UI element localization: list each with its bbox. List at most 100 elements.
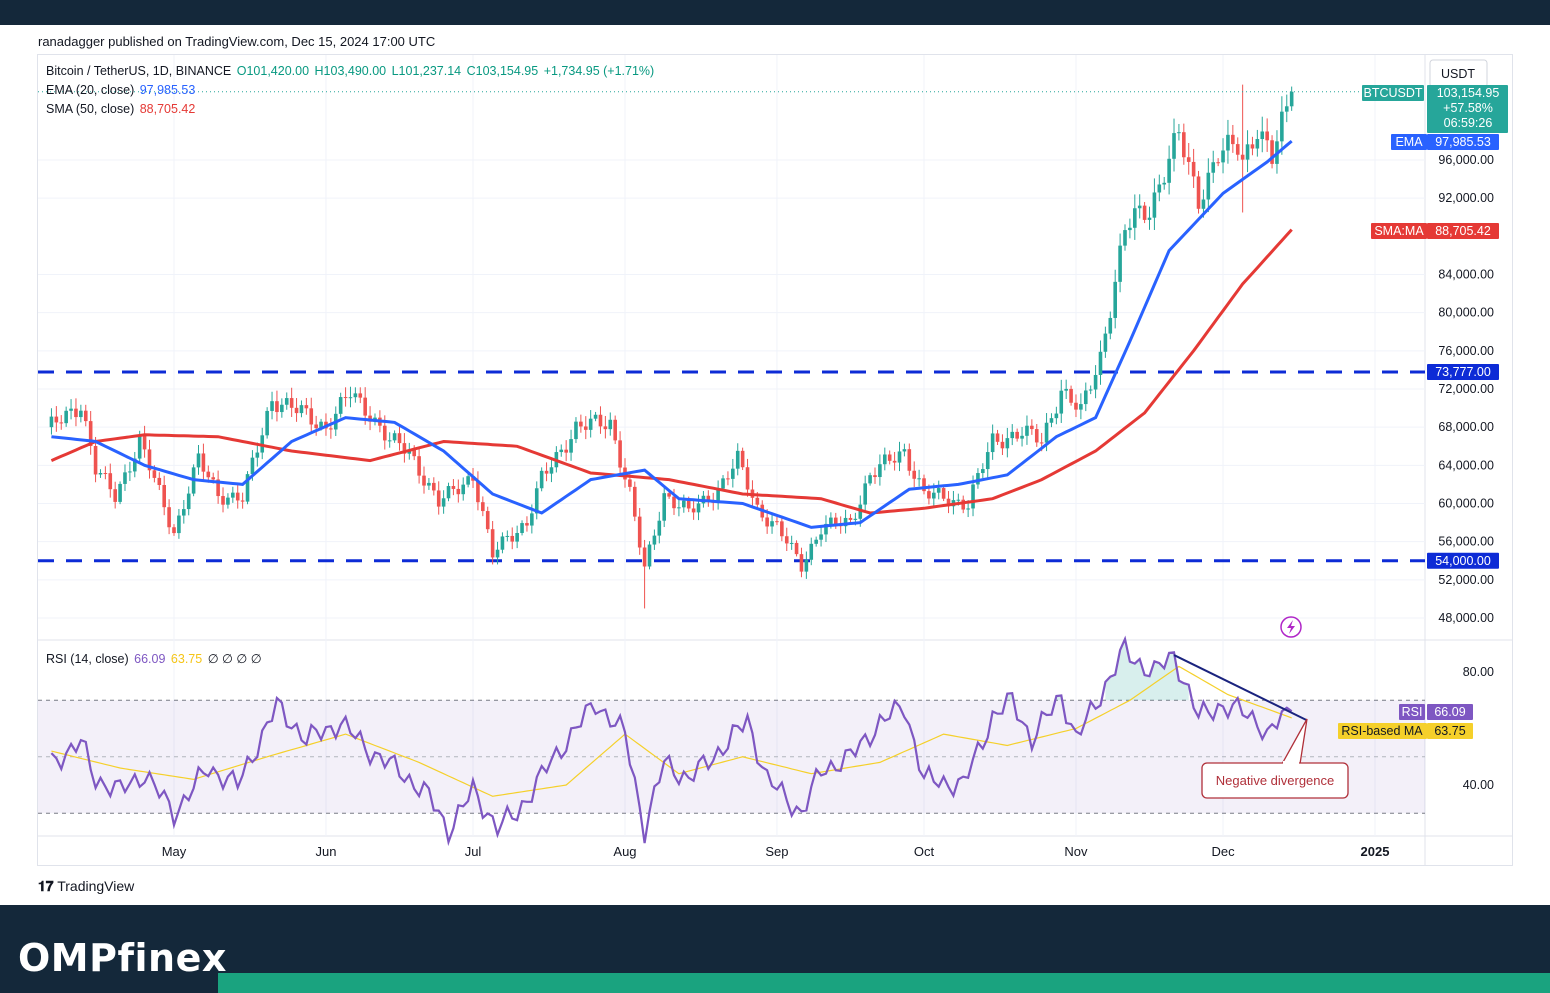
candle-body	[265, 410, 269, 436]
candle-body	[853, 518, 858, 520]
candle-body	[294, 407, 299, 414]
brand-logo: OMPfinex	[18, 936, 227, 980]
sma-axis-value-tag	[1427, 223, 1499, 239]
candle-body	[427, 482, 431, 486]
candle-body	[814, 539, 818, 544]
candle-body	[569, 439, 573, 453]
candle-body	[873, 475, 877, 478]
candle-body	[912, 470, 917, 479]
candle-body	[794, 542, 799, 555]
candle-body	[1191, 161, 1196, 177]
candle-body	[1044, 422, 1049, 443]
price-tick-label: 84,000.00	[1438, 268, 1494, 282]
rsi-overbought-fill	[1139, 659, 1145, 701]
time-tick-label: Oct	[914, 844, 935, 859]
candle-body	[677, 507, 681, 509]
candle-body	[637, 516, 642, 548]
candle-body	[280, 404, 284, 413]
candle-body	[432, 482, 436, 491]
rsi-overbought-fill	[1154, 661, 1160, 701]
candle-body	[1123, 230, 1127, 246]
candle-body	[123, 472, 127, 484]
candle-body	[412, 449, 416, 457]
time-tick-label: Jul	[465, 844, 482, 859]
candle-body	[1172, 133, 1176, 159]
candle-body	[892, 460, 897, 463]
candle-body	[603, 426, 608, 430]
candle-body	[897, 451, 902, 463]
price-tick-label: 64,000.00	[1438, 458, 1494, 472]
candle-body	[971, 484, 975, 509]
candle-body	[128, 471, 132, 473]
candle-body	[1054, 413, 1059, 419]
rsi-overbought-fill	[1134, 659, 1140, 701]
ema-legend-label: EMA (20, close)	[46, 83, 135, 97]
candle-body	[583, 426, 588, 430]
candle-body	[824, 523, 828, 535]
candle-body	[304, 405, 309, 409]
candle-body	[59, 422, 64, 424]
candle-body	[789, 542, 794, 544]
candle-body	[716, 488, 720, 503]
rsi-ma-axis-tag	[1338, 723, 1427, 739]
candle-body	[642, 547, 647, 567]
candle-body	[1015, 431, 1019, 439]
time-tick-label: Sep	[765, 844, 788, 859]
candle-body	[956, 499, 961, 501]
candle-body	[882, 454, 887, 465]
candle-body	[981, 469, 985, 474]
candle-body	[221, 496, 225, 505]
candle-body	[216, 479, 220, 497]
candle-body	[682, 500, 686, 508]
candle-body	[1133, 208, 1137, 228]
candle-body	[667, 493, 671, 497]
candle-body	[819, 534, 823, 540]
time-tick-label: Dec	[1211, 844, 1235, 859]
candle-body	[652, 535, 657, 545]
candle-body	[481, 502, 485, 512]
ema-axis-value-tag	[1427, 134, 1499, 150]
price-tick-label: 92,000.00	[1438, 191, 1494, 205]
sma-axis-tag-label: SMA:MA	[1374, 224, 1424, 238]
rsi-overbought-fill	[1129, 661, 1135, 701]
footer-accent-strip	[218, 973, 1550, 993]
candle-body	[922, 478, 926, 492]
candle-body	[446, 486, 451, 499]
rsi-axis-value-tag	[1427, 704, 1473, 720]
time-tick-label: Aug	[613, 844, 636, 859]
candle-body	[775, 521, 779, 523]
candle-body	[299, 405, 304, 414]
ema-axis-value: 97,985.53	[1435, 135, 1491, 149]
candle-body	[990, 433, 995, 453]
candle-body	[907, 449, 912, 471]
candle-body	[608, 419, 613, 430]
price-tick-label: 76,000.00	[1438, 344, 1494, 358]
candle-body	[549, 467, 554, 474]
candle-body	[98, 473, 103, 475]
candle-body	[829, 517, 833, 524]
candle-body	[152, 470, 157, 478]
candle-body	[1020, 435, 1024, 439]
candle-body	[284, 398, 289, 405]
candle-body	[417, 456, 421, 476]
open-value: O101,420.00	[236, 64, 310, 78]
rsi-overbought-fill	[1169, 652, 1175, 701]
candle-body	[113, 489, 117, 502]
rsi-ma-axis-value: 63.75	[1434, 724, 1465, 738]
lightning-icon[interactable]	[1280, 616, 1302, 638]
candle-body	[485, 511, 490, 530]
candle-body	[505, 535, 510, 537]
candle-body	[574, 421, 578, 440]
candle-body	[226, 497, 230, 505]
candle-body	[309, 408, 314, 425]
candle-body	[559, 449, 564, 453]
candle-body	[1010, 431, 1015, 439]
candle-body	[1064, 388, 1068, 391]
chart-frame	[37, 54, 1513, 866]
candle-body	[976, 473, 980, 485]
price-tick-label: 56,000.00	[1438, 535, 1494, 549]
candle-body	[691, 508, 696, 513]
candle-body	[1069, 388, 1073, 403]
candle-body	[206, 471, 211, 478]
